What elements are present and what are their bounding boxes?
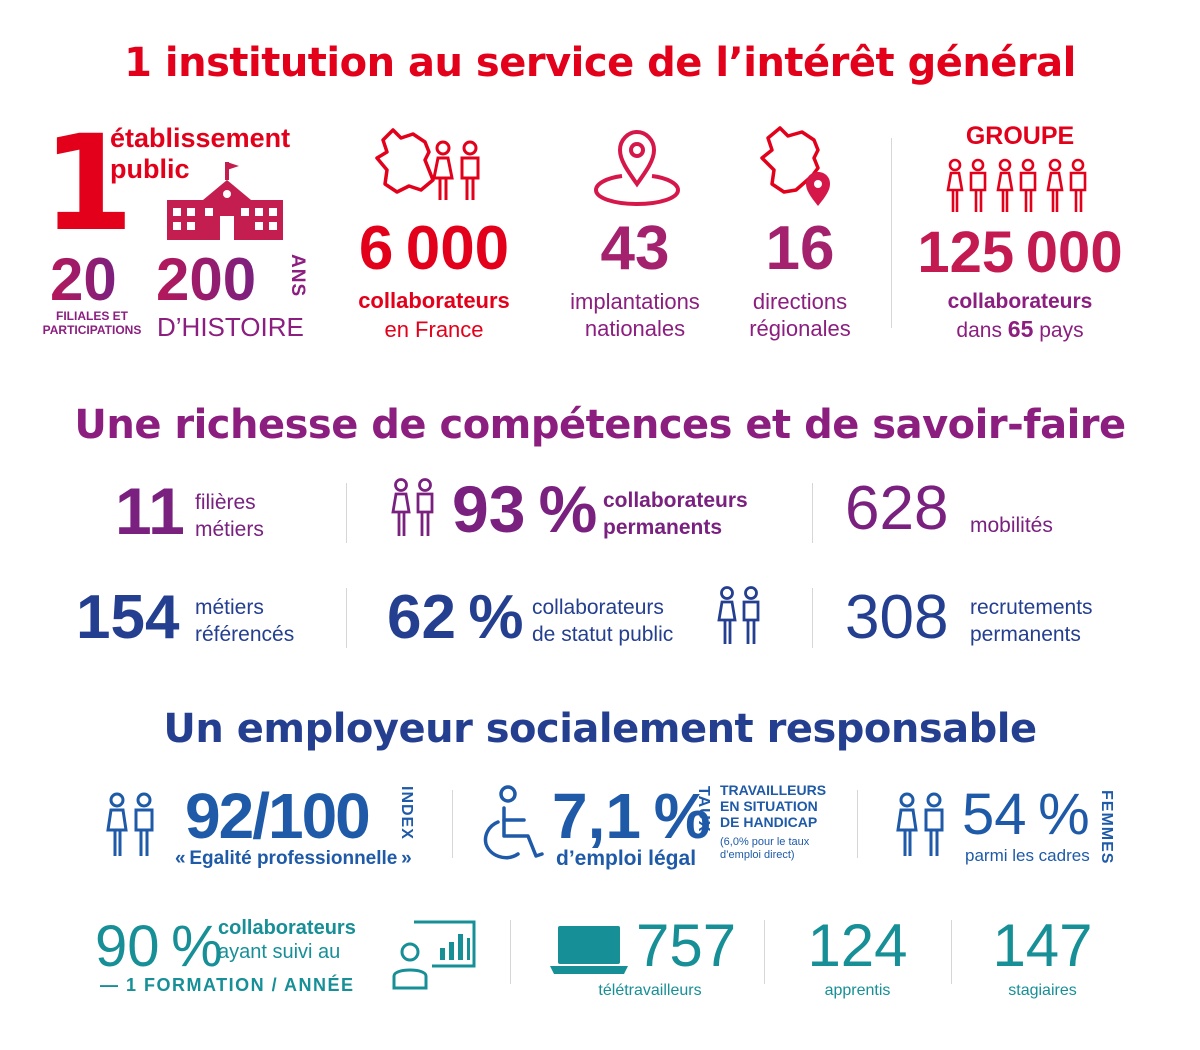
people-icon	[432, 140, 480, 200]
row4-divider-2	[764, 920, 765, 984]
france-label-bold: collaborateurs	[358, 288, 510, 313]
implantations-number: 43	[600, 214, 670, 283]
laptop-icon	[550, 926, 628, 974]
teletravail-number: 757	[636, 912, 737, 979]
filiales-label: FILIALES ET PARTICIPATIONS	[42, 309, 142, 337]
section3-title: Un employeur socialement responsable	[163, 706, 1037, 752]
mobilites-number: 628	[845, 474, 949, 543]
formation-label-3: — 1 FORMATION / ANNÉE	[100, 975, 355, 995]
index-unit: INDEX	[398, 786, 415, 840]
row4-divider-1	[510, 920, 511, 984]
groupe-label-bold: collaborateurs	[947, 290, 1093, 313]
stagiaires-label: stagiaires	[1008, 982, 1077, 999]
people-icon-3	[717, 586, 760, 644]
permanents-label: collaborateurs permanents	[603, 489, 748, 539]
histoire-label: D’HISTOIRE	[157, 312, 304, 342]
statut-number: 62 %	[387, 583, 524, 652]
groupe-header: GROUPE	[965, 122, 1075, 150]
etablissement-label: établissement public	[110, 123, 291, 184]
section2-title: Une richesse de compétences et de savoir…	[74, 402, 1126, 448]
presentation-icon	[392, 920, 476, 990]
france-label: en France	[384, 317, 484, 342]
wheelchair-icon	[483, 785, 544, 860]
section1-title: 1 institution au service de l’intérêt gé…	[124, 40, 1076, 86]
group-people-icon	[946, 158, 1087, 214]
implantations-label: implantations nationales	[570, 289, 700, 341]
permanents-number: 93 %	[452, 472, 598, 546]
row3-divider-1	[452, 790, 453, 858]
formation-number: 90 %	[95, 914, 223, 979]
directions-number: 16	[765, 214, 835, 283]
metiers-number: 154	[76, 583, 180, 652]
stagiaires-number: 147	[992, 912, 1093, 979]
teletravail-label: télétravailleurs	[598, 982, 702, 999]
row2-divider-2	[812, 588, 813, 648]
formation-label: collaborateurs ayant suivi au	[218, 917, 356, 963]
etablissement-number: 1	[42, 107, 134, 261]
people-icon-2	[391, 478, 434, 536]
france-map-icon	[375, 128, 435, 194]
groupe-number: 125 000	[917, 220, 1123, 285]
row1-divider-2	[812, 483, 813, 543]
people-icon-4	[106, 792, 154, 856]
index-number: 92/100	[185, 780, 371, 852]
handicap-desc: TRAVAILLEURS EN SITUATION DE HANDICAP	[720, 782, 827, 830]
location-pin-icon	[593, 129, 681, 207]
groupe-label: dans 65 pays	[956, 316, 1084, 342]
france-number: 6 000	[358, 214, 510, 283]
filiales-number: 20	[50, 246, 117, 313]
recrutements-label: recrutements permanents	[970, 596, 1093, 646]
metiers-label: métiers référencés	[195, 596, 295, 646]
row3-divider-2	[857, 790, 858, 858]
handicap-unit: TAUX	[695, 786, 712, 833]
row4-divider-3	[951, 920, 952, 984]
mobilites-label: mobilités	[970, 514, 1053, 537]
row1-divider-1	[346, 483, 347, 543]
filieres-number: 11	[115, 474, 185, 548]
recrutements-number: 308	[845, 583, 949, 652]
femmes-unit: FEMMES	[1098, 790, 1115, 865]
femmes-label: parmi les cadres	[965, 846, 1090, 865]
histoire-unit: ANS	[287, 254, 308, 298]
building-icon	[167, 162, 283, 240]
directions-label: directions régionales	[749, 289, 851, 341]
row2-divider-1	[346, 588, 347, 648]
section1-divider	[891, 138, 892, 328]
index-label: « Egalité professionnelle »	[175, 848, 412, 869]
statut-label: collaborateurs de statut public	[532, 596, 674, 646]
apprentis-number: 124	[807, 912, 908, 979]
people-icon-5	[896, 792, 944, 856]
femmes-number: 54 %	[962, 782, 1090, 847]
apprentis-label: apprentis	[824, 982, 891, 999]
handicap-note: (6,0% pour le taux d’emploi direct)	[720, 836, 810, 861]
histoire-number: 200	[156, 246, 257, 313]
handicap-number: 7,1 %	[552, 780, 711, 852]
filieres-label: filières métiers	[195, 491, 264, 541]
france-pin-icon	[760, 126, 830, 206]
handicap-label: d’emploi légal	[556, 847, 697, 870]
